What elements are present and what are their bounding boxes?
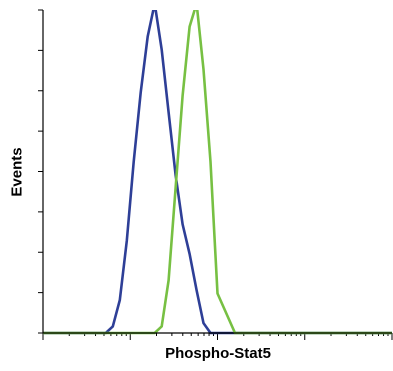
axis-ticks bbox=[38, 9, 393, 340]
x-axis-label: Phospho-Stat5 bbox=[165, 345, 271, 362]
histogram-series bbox=[43, 10, 392, 335]
series-line-2 bbox=[43, 10, 392, 335]
y-axis-label: Events bbox=[8, 147, 26, 197]
